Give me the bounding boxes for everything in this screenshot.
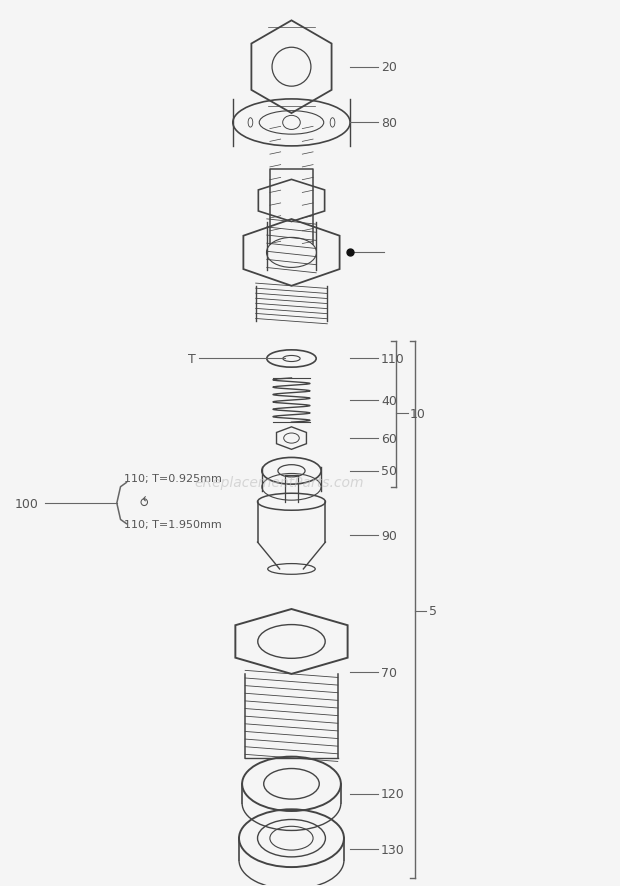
Text: 20: 20 <box>381 61 397 74</box>
Text: 5: 5 <box>428 604 436 618</box>
Text: 120: 120 <box>381 787 405 800</box>
Text: 10: 10 <box>410 408 426 420</box>
Text: ⥀: ⥀ <box>139 496 148 509</box>
Text: 80: 80 <box>381 117 397 129</box>
Text: 70: 70 <box>381 666 397 680</box>
Text: 60: 60 <box>381 432 397 445</box>
Text: 110; T=0.925mm: 110; T=0.925mm <box>123 473 221 484</box>
Text: 50: 50 <box>381 465 397 478</box>
Text: 110: 110 <box>381 353 405 366</box>
Text: eReplacementParts.com: eReplacementParts.com <box>195 476 364 490</box>
Text: T: T <box>188 353 196 366</box>
Text: 110; T=1.950mm: 110; T=1.950mm <box>123 519 221 529</box>
Text: 100: 100 <box>14 497 38 510</box>
Text: 40: 40 <box>381 394 397 407</box>
Text: 90: 90 <box>381 529 397 542</box>
Text: 130: 130 <box>381 843 405 856</box>
